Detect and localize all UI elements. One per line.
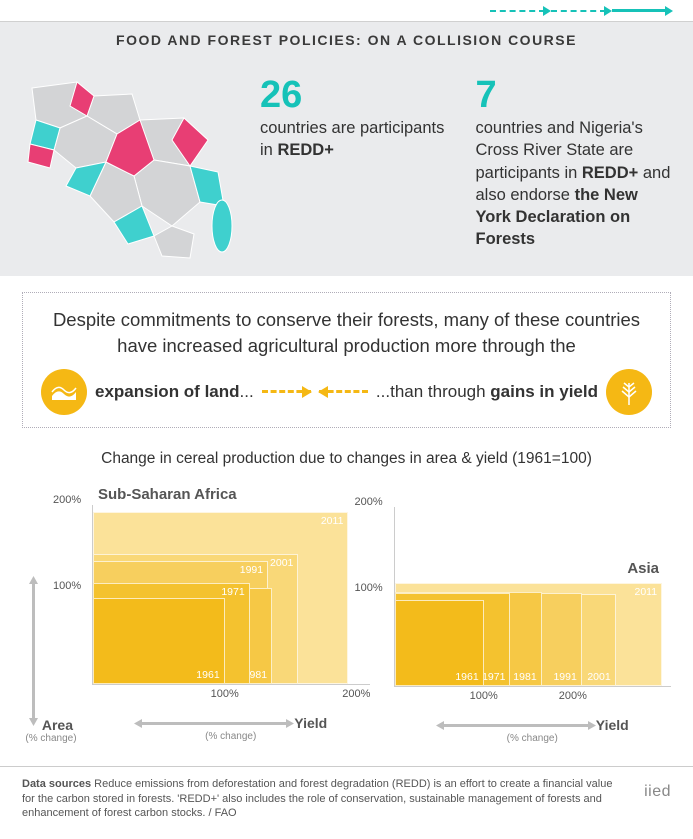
callout-lead: Despite commitments to conserve their fo… — [41, 307, 652, 359]
wheat-icon — [606, 369, 652, 415]
callout-box: Despite commitments to conserve their fo… — [22, 292, 671, 428]
region-label: Sub-Saharan Africa — [98, 486, 370, 503]
chart-section: Change in cereal production due to chang… — [0, 428, 693, 752]
footer: Data sources Reduce emissions from defor… — [0, 766, 693, 839]
vertical-arrow-icon — [29, 576, 38, 726]
region-label: Asia — [627, 560, 659, 577]
dash-arrow-left — [262, 390, 311, 393]
footer-text: Data sources Reduce emissions from defor… — [22, 777, 626, 822]
stat-nydf: 7 countries and Nigeria's Cross River St… — [476, 76, 672, 262]
stat-number: 26 — [260, 76, 456, 114]
chart-pair: Sub-Saharan Africa 100%200%100%200%201120… — [92, 486, 671, 744]
page-title: FOOD AND FOREST POLICIES: ON A COLLISION… — [20, 32, 673, 48]
y-axis-label: Area(% change) — [22, 486, 80, 744]
chart-wrap: Sub-Saharan Africa 100%200%100%200%201120… — [92, 486, 671, 744]
callout-right: ...than through gains in yield — [376, 382, 598, 402]
iied-logo: iied — [644, 777, 671, 801]
dash-arrow-right — [319, 390, 368, 393]
chart-title: Change in cereal production due to chang… — [22, 450, 671, 468]
stat-text: countries and Nigeria's Cross River Stat… — [476, 117, 672, 251]
plot-area: 100%200%100%200%201120011991198119711961… — [394, 507, 672, 687]
chart-sub-saharan-africa: Sub-Saharan Africa 100%200%100%200%201120… — [92, 486, 370, 744]
plot-area: 100%200%100%200%201120011991198119711961 — [92, 505, 370, 685]
progress-bar — [0, 0, 693, 22]
stat-number: 7 — [476, 76, 672, 114]
callout-left: expansion of land... — [95, 382, 254, 402]
progress-arrows — [490, 6, 673, 16]
africa-map — [22, 76, 242, 262]
charts-row: Area(% change) Sub-Saharan Africa 100%200… — [22, 486, 671, 744]
hero-section: 26 countries are participants in REDD+ 7… — [0, 58, 693, 276]
stat-redd: 26 countries are participants in REDD+ — [260, 76, 456, 262]
land-icon — [41, 369, 87, 415]
chart-asia: 100%200%100%200%201120011991198119711961… — [394, 486, 672, 744]
stats-row: 26 countries are participants in REDD+ 7… — [260, 76, 671, 262]
x-axis-label: Yield(% change) — [92, 715, 370, 742]
stat-text: countries are participants in REDD+ — [260, 117, 456, 162]
page-title-bar: FOOD AND FOREST POLICIES: ON A COLLISION… — [0, 22, 693, 58]
callout-row: expansion of land... ...than through gai… — [41, 369, 652, 415]
infographic-page: FOOD AND FOREST POLICIES: ON A COLLISION… — [0, 0, 693, 839]
x-axis-label: Yield(% change) — [394, 717, 672, 744]
